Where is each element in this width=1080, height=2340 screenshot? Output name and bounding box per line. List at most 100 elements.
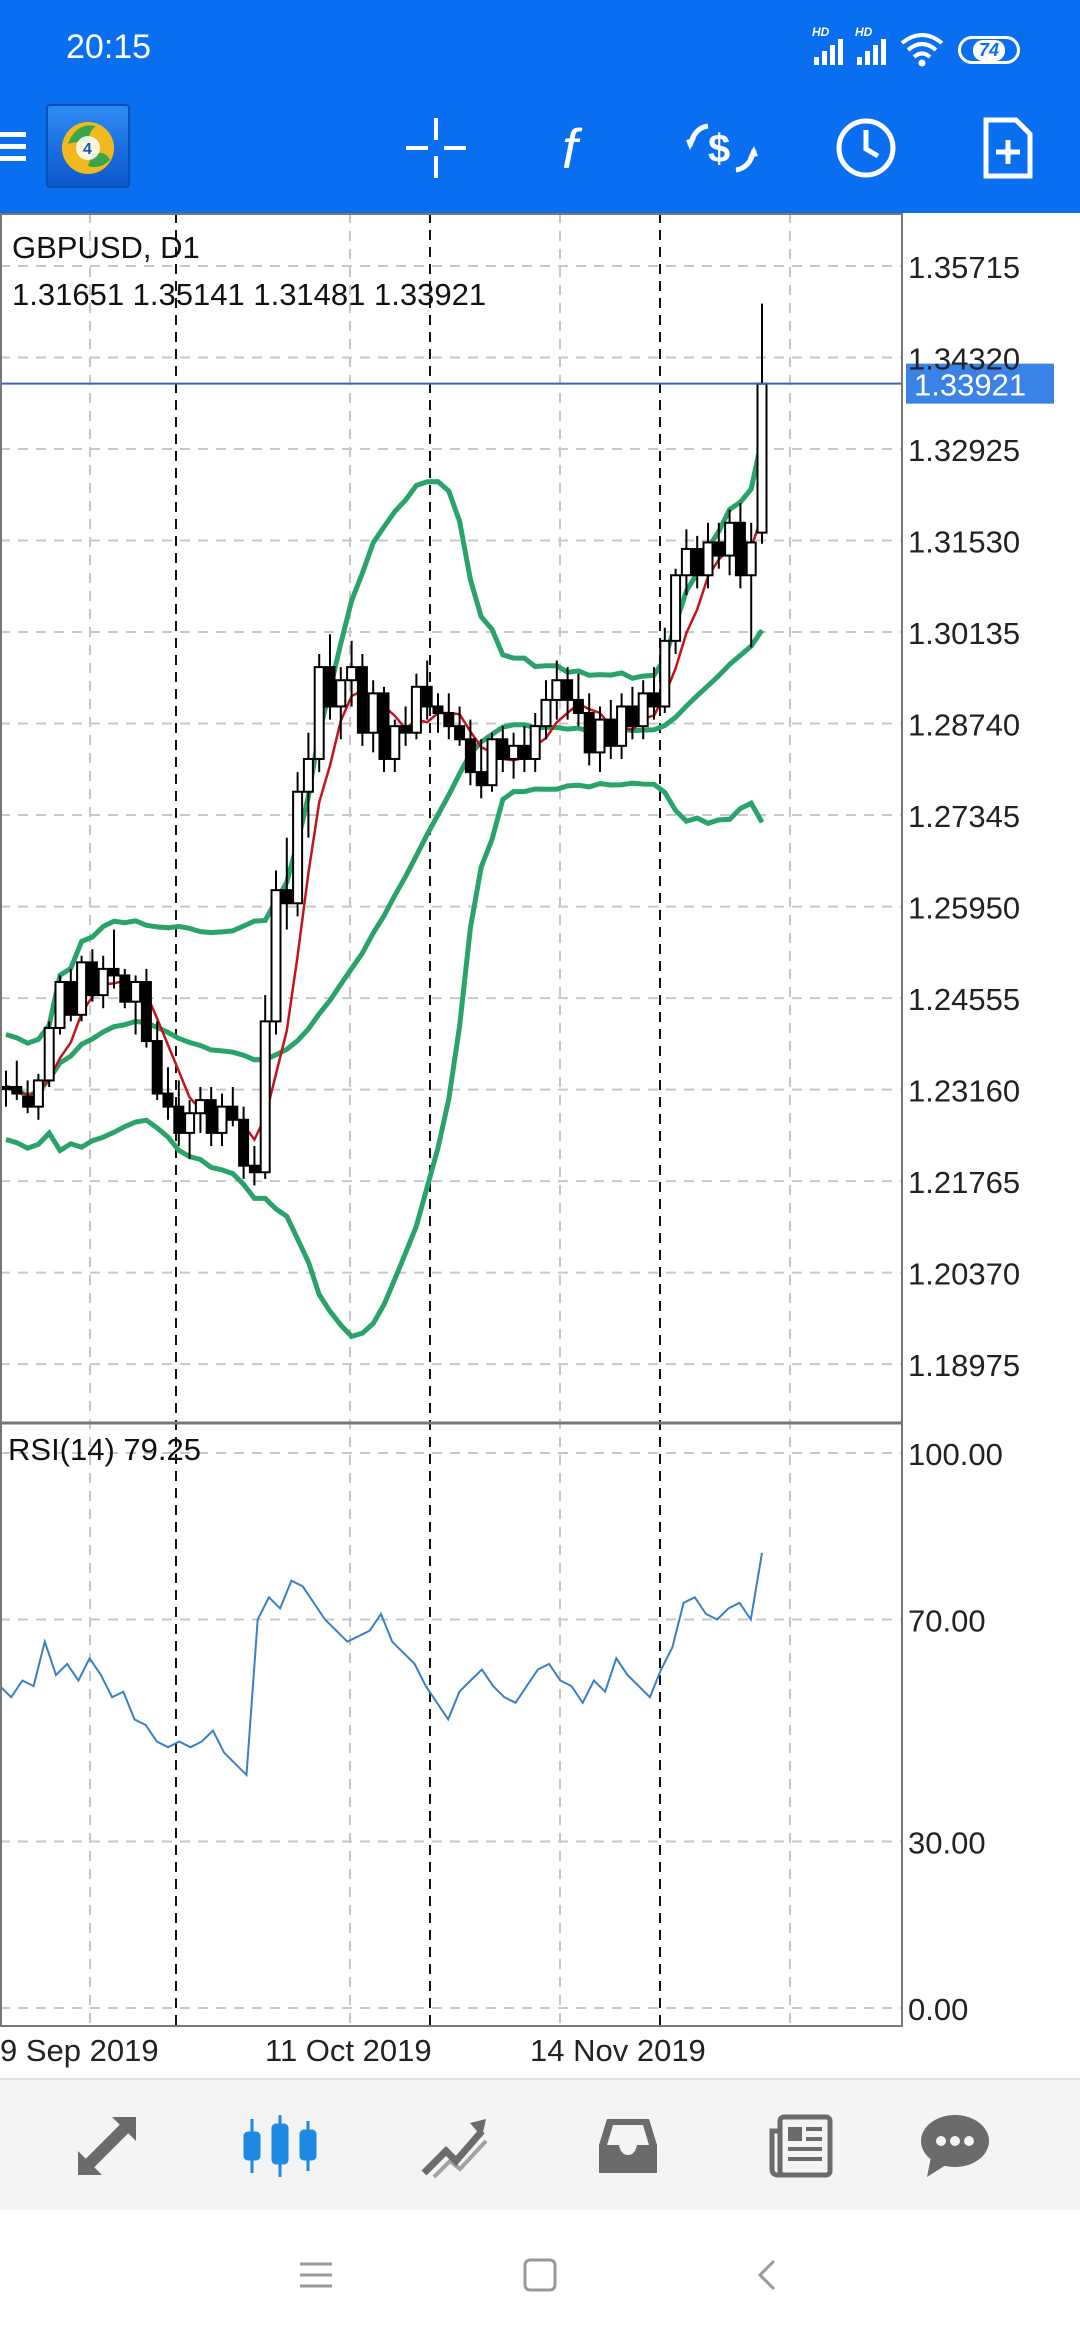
home-icon [523,2258,557,2292]
candle-body [691,548,703,577]
price-axis-label: 1.23160 [908,1074,1020,1109]
crosshair-button[interactable] [388,100,484,196]
new-order-button[interactable] [960,100,1056,196]
price-axis-label: 1.31530 [908,524,1020,559]
timeframe-button[interactable] [818,100,914,196]
price-axis-label: 1.20370 [908,1257,1020,1292]
candle-body [324,666,336,708]
candle-body [486,738,498,787]
menu-icon[interactable] [0,128,28,164]
function-icon: f [562,117,583,180]
candle-body [659,639,671,708]
candle-body [724,521,736,557]
hd-label: HD [812,25,830,39]
candle-body [227,1105,239,1121]
hd-label-2: HD [855,25,873,39]
candle-body [529,725,541,760]
nav-history[interactable] [553,2080,703,2212]
candle-body [464,738,476,774]
nav-chat[interactable] [880,2080,1030,2212]
candle-body [140,981,152,1043]
price-axis-label: 1.18975 [908,1348,1020,1383]
timeframe-clock-icon [836,118,896,178]
history-icon [599,2119,657,2173]
candle-body [216,1105,228,1134]
system-navigation [0,2210,1080,2340]
candle-body [734,521,746,577]
candle-body [616,705,628,747]
chart-svg[interactable]: 1.33921 1.35715 1.34320 1.32925 1.31530 1.30… [0,213,1080,2078]
chart-border [0,213,903,2027]
price-axis-label: 1.28740 [908,708,1020,743]
battery-icon: 74 [958,36,1020,64]
price-axis-label: 1.24555 [908,982,1020,1017]
system-menu-button[interactable] [276,2245,356,2305]
candle-body [389,725,401,760]
bb-upper [5,437,765,1046]
system-back-button[interactable] [728,2245,808,2305]
system-home-button[interactable] [500,2245,580,2305]
current-price-line: 1.33921 [0,363,1054,404]
date-axis: 9 Sep 2019 11 Oct 2019 14 Nov 2019 [0,2033,706,2068]
candle-body [745,541,757,577]
nav-chart[interactable] [205,2080,355,2212]
candle-body [76,961,88,1016]
candle-body [421,685,433,708]
crosshair-icon [406,118,466,178]
status-time: 20:15 [66,28,152,66]
new-order-icon [983,117,1033,179]
bb-lower [5,780,765,1340]
candle-body [605,718,617,747]
price-axis-label: 1.30135 [908,616,1020,651]
candle-body [43,1026,55,1082]
toolbar: 4 f $ [0,100,1080,213]
date-axis-label: 14 Nov 2019 [530,2033,706,2068]
ohlc-values: 1.31651 1.35141 1.31481 1.33921 [12,277,486,312]
price-axis-label: 1.25950 [908,891,1020,926]
price-axis-label: 1.35715 [908,250,1020,285]
candle-body [11,1085,23,1095]
candle-body [626,705,638,728]
price-axis-label: 1.27345 [908,799,1020,834]
candle-body [292,790,304,905]
candle-body [194,1099,206,1115]
nav-trade[interactable] [380,2080,530,2212]
candle-body [443,712,455,728]
symbol-change-button[interactable]: $ [674,100,770,196]
candle-body [475,771,487,787]
rsi-axis-label: 100.00 [908,1437,1003,1472]
candle-body [497,738,509,760]
chart-grid [0,213,902,2028]
price-axis: 1.35715 1.34320 1.32925 1.31530 1.30135 1.287… [908,250,1020,1383]
rsi-path [0,1552,763,1778]
chart-icon [243,2115,317,2177]
menu-icon [300,2262,332,2288]
chart-area[interactable]: 1.33921 1.35715 1.34320 1.32925 1.31530 1.30… [0,213,1080,2078]
candle-body [648,692,660,708]
candle-body [335,679,347,708]
candle-body [108,967,120,977]
svg-text:4: 4 [83,141,92,158]
back-icon [757,2259,776,2291]
bottom-navigation [0,2078,1080,2212]
trade-icon [421,2119,488,2179]
candle-body [151,1040,163,1095]
nav-quotes[interactable] [32,2080,182,2212]
candle-body [378,692,390,760]
indicators-button[interactable]: f [530,100,626,196]
candle-body [302,757,314,793]
candle-body [119,974,131,1003]
battery-level: 74 [972,39,1006,61]
nav-news[interactable] [726,2080,876,2212]
chat-icon [921,2115,989,2177]
rsi-axis-label: 0.00 [908,1992,968,2027]
candle-body [270,889,282,1023]
candle-body [0,1085,12,1090]
bollinger-bands [5,437,765,1340]
candle-body [259,1020,271,1174]
quotes-icon [78,2117,136,2175]
price-axis-label: 1.32925 [908,433,1020,468]
candle-body [367,692,379,734]
news-icon [769,2114,833,2178]
mt4-logo-icon[interactable]: 4 [46,104,130,188]
